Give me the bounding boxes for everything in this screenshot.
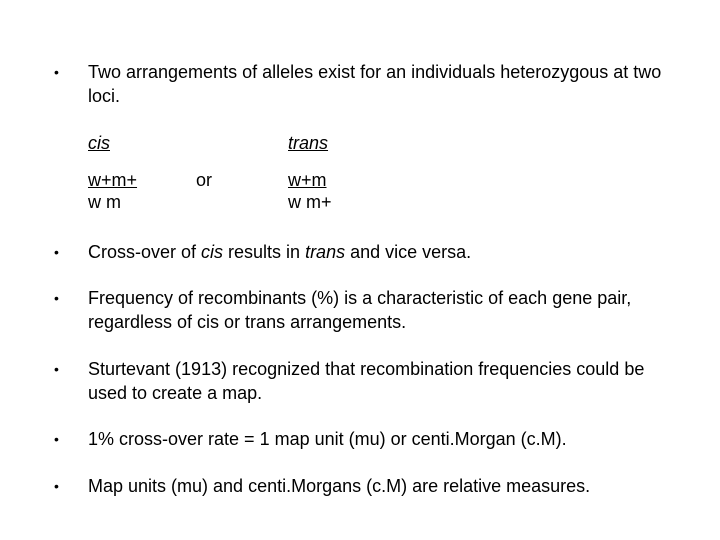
bullet-item: • Frequency of recombinants (%) is a cha… xyxy=(50,286,680,335)
arrangement-block: cis trans w+m+ w m or w+m w m+ xyxy=(88,131,680,214)
bullet-text: Frequency of recombinants (%) is a chara… xyxy=(88,286,680,335)
bullet-marker: • xyxy=(50,474,88,496)
trans-line1: w+m xyxy=(288,169,332,192)
crossover-cis: cis xyxy=(201,242,223,262)
bullet-item: • 1% cross-over rate = 1 map unit (mu) o… xyxy=(50,427,680,451)
cis-header: cis xyxy=(88,131,288,155)
or-column: or xyxy=(196,169,288,214)
cis-line2: w m xyxy=(88,191,196,214)
crossover-trans: trans xyxy=(305,242,345,262)
bullet-item: • Map units (mu) and centi.Morgans (c.M)… xyxy=(50,474,680,498)
bullet-text-crossover: Cross-over of cis results in trans and v… xyxy=(88,240,680,264)
bullet-item: • Cross-over of cis results in trans and… xyxy=(50,240,680,264)
bullet-text: Two arrangements of alleles exist for an… xyxy=(88,60,680,109)
bullet-marker: • xyxy=(50,286,88,308)
bullet-marker: • xyxy=(50,357,88,379)
bullet-text: Sturtevant (1913) recognized that recomb… xyxy=(88,357,680,406)
bullet-text: Map units (mu) and centi.Morgans (c.M) a… xyxy=(88,474,680,498)
trans-column: w+m w m+ xyxy=(288,169,332,214)
bullet-marker: • xyxy=(50,60,88,82)
cis-column: w+m+ w m xyxy=(88,169,196,214)
or-label: or xyxy=(196,169,288,192)
trans-line2: w m+ xyxy=(288,191,332,214)
bullet-marker: • xyxy=(50,427,88,449)
bullet-text: 1% cross-over rate = 1 map unit (mu) or … xyxy=(88,427,680,451)
bullet-item: • Two arrangements of alleles exist for … xyxy=(50,60,680,109)
crossover-post: and vice versa. xyxy=(345,242,471,262)
cis-line1: w+m+ xyxy=(88,169,196,192)
arrangement-values: w+m+ w m or w+m w m+ xyxy=(88,169,680,214)
bullet-marker: • xyxy=(50,240,88,262)
arrangement-headers: cis trans xyxy=(88,131,680,155)
crossover-pre: Cross-over of xyxy=(88,242,201,262)
bullet-item: • Sturtevant (1913) recognized that reco… xyxy=(50,357,680,406)
crossover-mid: results in xyxy=(223,242,305,262)
trans-header: trans xyxy=(288,131,328,155)
